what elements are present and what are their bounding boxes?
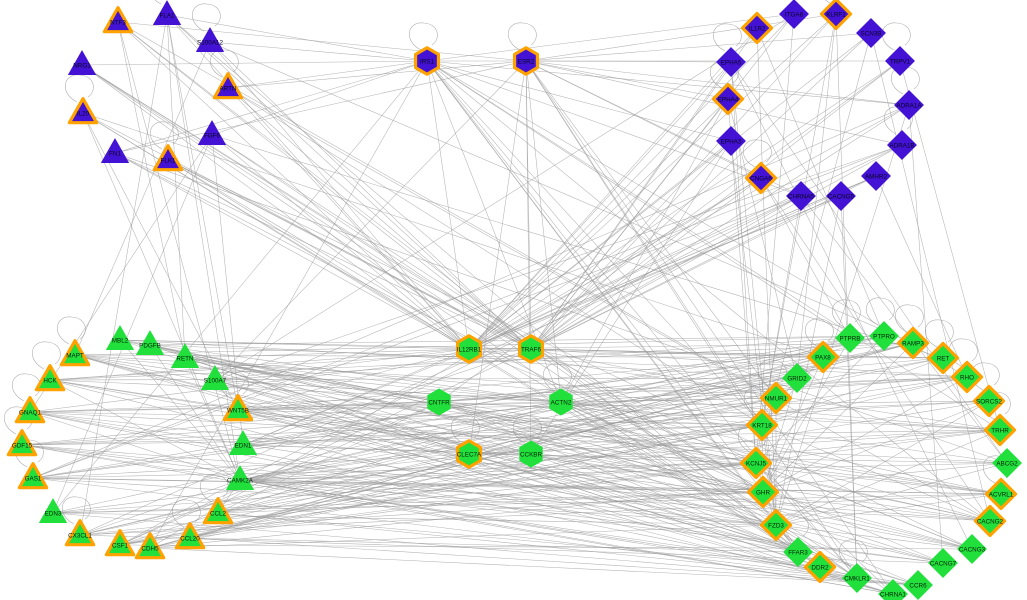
svg-text:IRS1: IRS1 xyxy=(420,59,434,66)
svg-text:WNT5B: WNT5B xyxy=(227,408,249,415)
svg-text:DDR2: DDR2 xyxy=(811,565,829,572)
svg-text:KRT18: KRT18 xyxy=(752,423,772,430)
svg-text:CACNG3: CACNG3 xyxy=(959,547,986,554)
svg-text:FLK1: FLK1 xyxy=(160,158,176,165)
svg-text:EPHA4: EPHA4 xyxy=(718,97,739,104)
svg-text:PAX8: PAX8 xyxy=(815,355,831,362)
svg-text:GAS1: GAS1 xyxy=(25,476,42,483)
svg-text:PDGFB: PDGFB xyxy=(139,343,161,350)
svg-text:CCR6: CCR6 xyxy=(909,583,927,590)
svg-text:S100A7: S100A7 xyxy=(204,378,227,385)
svg-text:ACTN2: ACTN2 xyxy=(551,400,572,407)
svg-text:CACNG7: CACNG7 xyxy=(930,561,957,568)
svg-text:FN1: FN1 xyxy=(109,151,121,158)
svg-text:ADRA1A: ADRA1A xyxy=(896,103,922,110)
svg-text:FFAR3: FFAR3 xyxy=(788,550,808,557)
svg-text:GRID2: GRID2 xyxy=(787,376,807,383)
svg-text:CMKLR1: CMKLR1 xyxy=(844,576,870,583)
svg-text:CNTFR: CNTFR xyxy=(428,400,450,407)
svg-text:ARTN: ARTN xyxy=(219,86,236,93)
svg-text:AMHR2: AMHR2 xyxy=(865,174,888,181)
svg-text:RETN: RETN xyxy=(176,356,194,363)
svg-text:GHR: GHR xyxy=(756,490,770,497)
svg-text:CHRNA5: CHRNA5 xyxy=(788,194,814,201)
svg-text:EDN1: EDN1 xyxy=(235,443,252,450)
svg-text:RHO: RHO xyxy=(960,375,974,382)
svg-text:ESR2: ESR2 xyxy=(518,59,535,66)
svg-text:EDN3: EDN3 xyxy=(45,511,62,518)
svg-text:TRPV1: TRPV1 xyxy=(890,59,911,66)
svg-text:CHRNA1: CHRNA1 xyxy=(880,592,906,599)
svg-text:TRHR: TRHR xyxy=(991,428,1009,435)
svg-text:S100A12: S100A12 xyxy=(197,40,223,47)
svg-text:CCL2: CCL2 xyxy=(210,511,227,518)
svg-text:CAMK2A: CAMK2A xyxy=(227,478,254,485)
svg-text:CCKBR: CCKBR xyxy=(520,452,542,459)
svg-text:EPHA3: EPHA3 xyxy=(721,139,742,146)
svg-text:ITGA8: ITGA8 xyxy=(785,12,804,19)
svg-text:MAPT: MAPT xyxy=(66,353,84,360)
svg-text:NTF3: NTF3 xyxy=(110,20,126,27)
svg-text:PTPRO: PTPRO xyxy=(873,334,895,341)
svg-text:CLEC7A: CLEC7A xyxy=(457,452,482,459)
svg-text:FZD3: FZD3 xyxy=(768,523,784,530)
svg-text:SCN3B: SCN3B xyxy=(861,31,882,38)
svg-text:CDH5: CDH5 xyxy=(141,546,159,553)
svg-text:PTPRB: PTPRB xyxy=(840,336,861,343)
svg-text:TRAF6: TRAF6 xyxy=(521,347,541,354)
svg-text:FGF6: FGF6 xyxy=(204,133,221,140)
svg-text:ACVRL1: ACVRL1 xyxy=(989,492,1014,499)
svg-text:ABCG2: ABCG2 xyxy=(996,461,1018,468)
svg-text:KCNJ5: KCNJ5 xyxy=(746,461,766,468)
svg-text:MBL2: MBL2 xyxy=(112,338,129,345)
svg-text:SORCS2: SORCS2 xyxy=(976,399,1002,406)
svg-text:IL1R2: IL1R2 xyxy=(749,26,766,33)
svg-text:GDF15: GDF15 xyxy=(12,443,33,450)
svg-text:HCK: HCK xyxy=(43,378,57,385)
svg-text:EPHA5: EPHA5 xyxy=(721,60,742,67)
svg-text:CX3CL1: CX3CL1 xyxy=(68,533,92,540)
svg-text:CACNG2: CACNG2 xyxy=(977,519,1004,526)
svg-text:GNAQ1: GNAQ1 xyxy=(19,410,42,417)
svg-text:RET: RET xyxy=(937,356,950,363)
svg-text:CSF1: CSF1 xyxy=(112,543,129,550)
svg-text:FLA1: FLA1 xyxy=(159,13,175,20)
svg-text:CCL20: CCL20 xyxy=(180,536,200,543)
svg-text:KLRF1: KLRF1 xyxy=(826,12,846,19)
svg-text:CNGA6: CNGA6 xyxy=(750,176,772,183)
svg-text:CACNG5: CACNG5 xyxy=(828,194,855,201)
svg-text:IL20: IL20 xyxy=(77,111,90,118)
svg-text:NRG1: NRG1 xyxy=(73,63,91,70)
svg-text:ADRA1B: ADRA1B xyxy=(889,143,914,150)
svg-text:IL12RB1: IL12RB1 xyxy=(457,347,482,354)
svg-text:NMUR1: NMUR1 xyxy=(765,396,788,403)
svg-text:RAMP3: RAMP3 xyxy=(902,341,924,348)
